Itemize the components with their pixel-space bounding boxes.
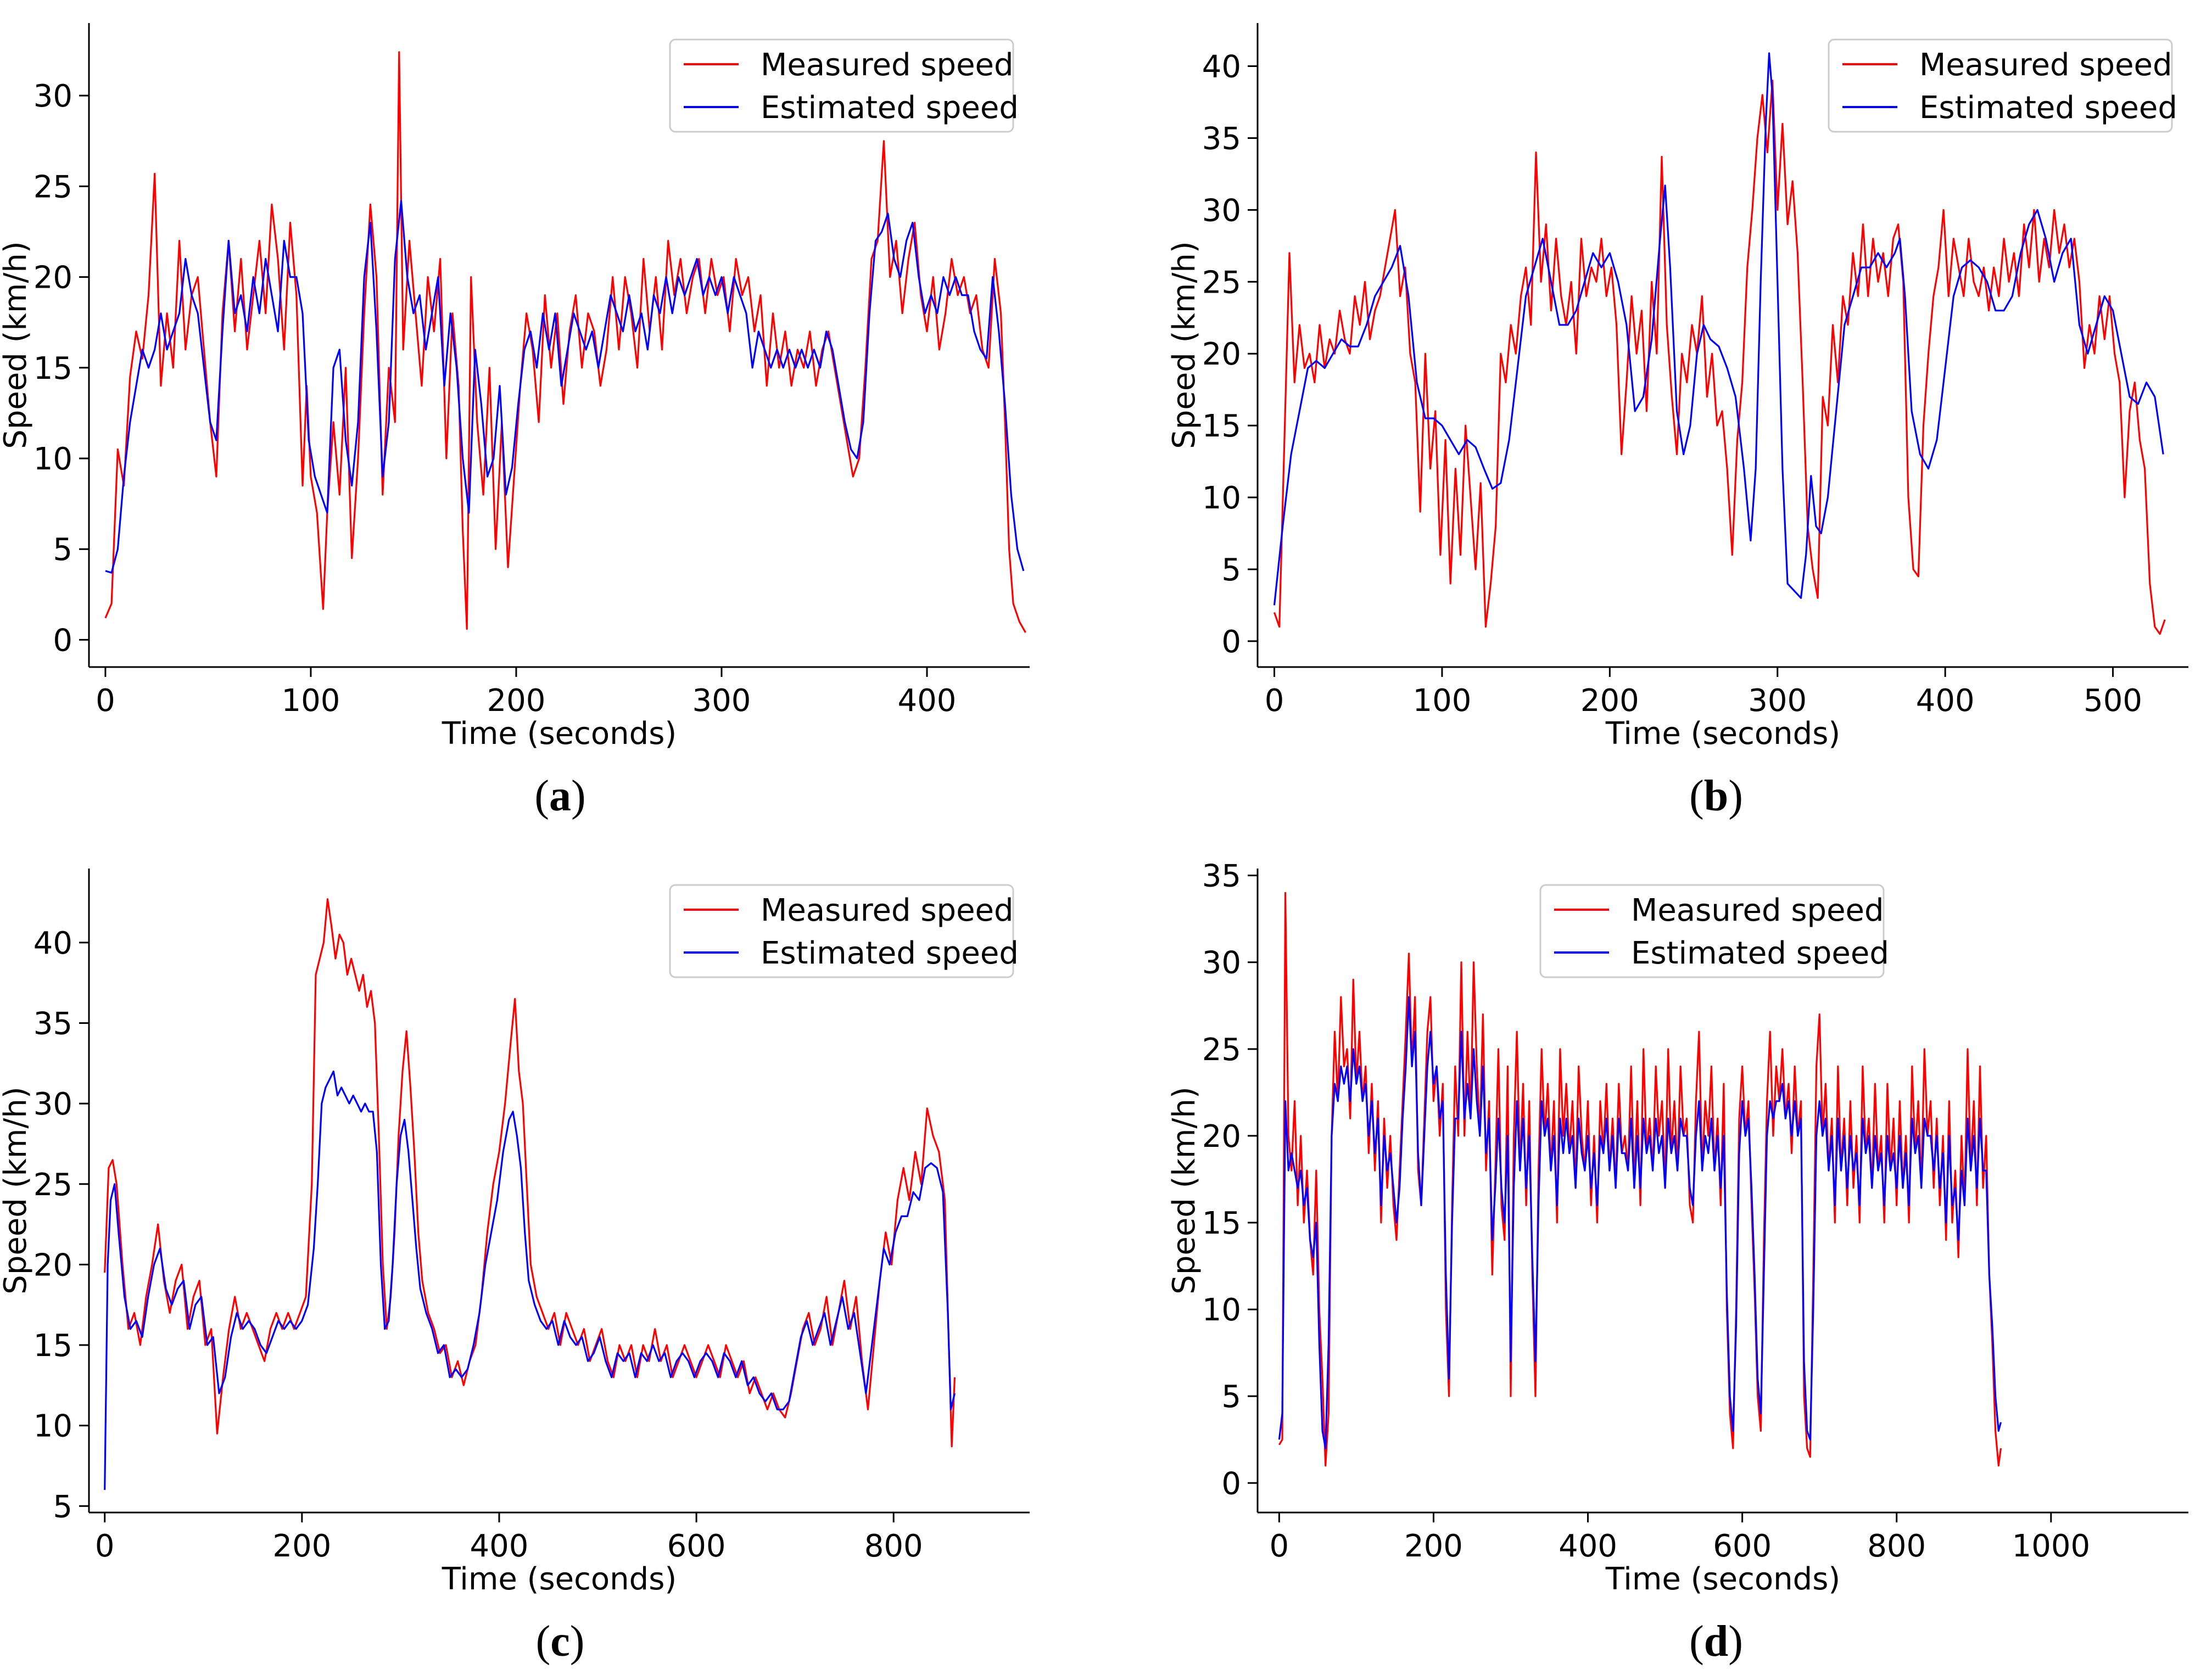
y-axis-label-a: Speed (km/h) [0, 241, 33, 449]
y-tick-label-b: 35 [1202, 121, 1241, 156]
y-tick-label-a: 0 [53, 623, 72, 658]
series-line-estimated-b [1273, 52, 2164, 606]
legend-box-d [1539, 884, 1885, 978]
series-line-estimated-c [104, 1070, 956, 1490]
legend-c: Measured speed Estimated speed [669, 884, 1019, 978]
y-tick-label-a: 15 [33, 351, 72, 386]
x-tick-label-d: 600 [1713, 1528, 1772, 1564]
y-tick-label-d: 5 [1221, 1379, 1241, 1415]
x-tick-label-a: 200 [487, 683, 546, 719]
y-tick-label-d: 20 [1202, 1119, 1241, 1155]
x-tick-label-d: 400 [1559, 1528, 1617, 1564]
x-tick-label-d: 800 [1867, 1528, 1926, 1564]
x-tick-label-c: 200 [272, 1528, 331, 1564]
y-tick-label-b: 15 [1202, 408, 1241, 444]
y-tick-label-b: 0 [1221, 624, 1241, 660]
x-tick-label-a: 400 [898, 683, 957, 719]
y-tick-label-c: 10 [33, 1409, 72, 1444]
y-tick-label-d: 25 [1202, 1032, 1241, 1068]
legend-label-b: Estimated speed [1919, 90, 2177, 126]
x-axis-label-d: Time (seconds) [1605, 1561, 1840, 1597]
series-line-measured-a [104, 51, 1026, 633]
x-tick-label-b: 400 [1916, 683, 1975, 719]
y-tick-label-a: 10 [33, 441, 72, 477]
x-tick-label-c: 400 [470, 1528, 529, 1564]
y-tick-label-d: 15 [1202, 1206, 1241, 1241]
chart-c: 0 200 400 600 800 5 10 15 20 25 30 35 40 Time (second… [0, 869, 1030, 1597]
chart-b: 0 100 200 300 400 500 0 5 10 15 20 25 30 35 40 Time (se… [1166, 23, 2188, 752]
x-tick-label-a: 0 [96, 683, 115, 719]
series-line-estimated-a [105, 200, 1025, 574]
y-tick-label-a: 25 [33, 169, 72, 205]
series-line-estimated-d [1278, 996, 2002, 1449]
x-tick-label-c: 600 [667, 1528, 726, 1564]
chart-a: 0 100 200 300 400 0 5 10 15 20 25 30 Time (seconds) S… [0, 23, 1030, 752]
legend-label-a: Estimated speed [761, 90, 1019, 126]
y-tick-label-c: 25 [33, 1167, 72, 1203]
y-tick-label-b: 40 [1202, 49, 1241, 85]
x-axis-label-b: Time (seconds) [1605, 716, 1840, 752]
caption-c: (c) [535, 1617, 585, 1666]
legend-label-a: Measured speed [761, 47, 1014, 83]
y-tick-label-a: 30 [33, 79, 72, 114]
y-tick-label-d: 30 [1202, 945, 1241, 981]
y-tick-label-d: 35 [1202, 859, 1241, 894]
legend-label-d: Estimated speed [1631, 935, 1889, 971]
x-axis-label-a: Time (seconds) [442, 716, 677, 752]
x-tick-label-d: 1000 [2012, 1528, 2091, 1564]
y-tick-label-c: 40 [33, 926, 72, 961]
x-tick-label-b: 200 [1580, 683, 1639, 719]
y-tick-label-b: 10 [1202, 480, 1241, 516]
y-tick-label-a: 20 [33, 260, 72, 296]
caption-a: (a) [534, 772, 586, 820]
y-tick-label-a: 5 [53, 532, 72, 568]
x-tick-label-b: 500 [2083, 683, 2142, 719]
y-axis-label-b: Speed (km/h) [1166, 241, 1202, 449]
legend-b: Measured speed Estimated speed [1828, 38, 2177, 133]
y-axis-label-c: Speed (km/h) [0, 1086, 33, 1294]
y-tick-label-c: 30 [33, 1086, 72, 1122]
legend-box-a [669, 38, 1014, 133]
y-tick-label-c: 20 [33, 1247, 72, 1283]
series-line-measured-b [1273, 80, 2166, 635]
x-tick-label-b: 100 [1413, 683, 1472, 719]
x-tick-label-c: 0 [95, 1528, 115, 1564]
y-tick-label-c: 5 [53, 1489, 72, 1525]
x-tick-label-a: 300 [692, 683, 751, 719]
series-line-measured-c [104, 898, 956, 1448]
y-axis-label-d: Speed (km/h) [1166, 1086, 1202, 1294]
legend-d: Measured speed Estimated speed [1539, 884, 1889, 978]
legend-label-c: Measured speed [761, 893, 1014, 928]
y-tick-label-c: 15 [33, 1328, 72, 1364]
caption-d: (d) [1689, 1617, 1743, 1666]
x-tick-label-d: 200 [1404, 1528, 1463, 1564]
x-axis-label-c: Time (seconds) [442, 1561, 677, 1597]
y-tick-label-b: 25 [1202, 265, 1241, 300]
legend-a: Measured speed Estimated speed [669, 38, 1019, 133]
y-tick-label-b: 5 [1221, 552, 1241, 588]
legend-label-d: Measured speed [1631, 893, 1884, 928]
x-tick-label-a: 100 [281, 683, 340, 719]
y-tick-label-b: 20 [1202, 337, 1241, 372]
y-tick-label-b: 30 [1202, 193, 1241, 228]
x-tick-label-c: 800 [864, 1528, 923, 1564]
y-tick-label-d: 10 [1202, 1292, 1241, 1328]
y-tick-label-d: 0 [1221, 1466, 1241, 1502]
x-tick-label-b: 0 [1265, 683, 1284, 719]
x-tick-label-b: 300 [1748, 683, 1807, 719]
legend-label-b: Measured speed [1919, 47, 2172, 83]
chart-d: 0 200 400 600 800 1000 0 5 10 15 20 25 30 35 Time (sec… [1166, 859, 2188, 1597]
y-tick-label-c: 35 [33, 1006, 72, 1042]
caption-b: (b) [1689, 772, 1743, 820]
legend-box-b [1828, 38, 2173, 133]
legend-box-c [669, 884, 1014, 978]
legend-label-c: Estimated speed [761, 935, 1019, 971]
x-tick-label-d: 0 [1270, 1528, 1289, 1564]
